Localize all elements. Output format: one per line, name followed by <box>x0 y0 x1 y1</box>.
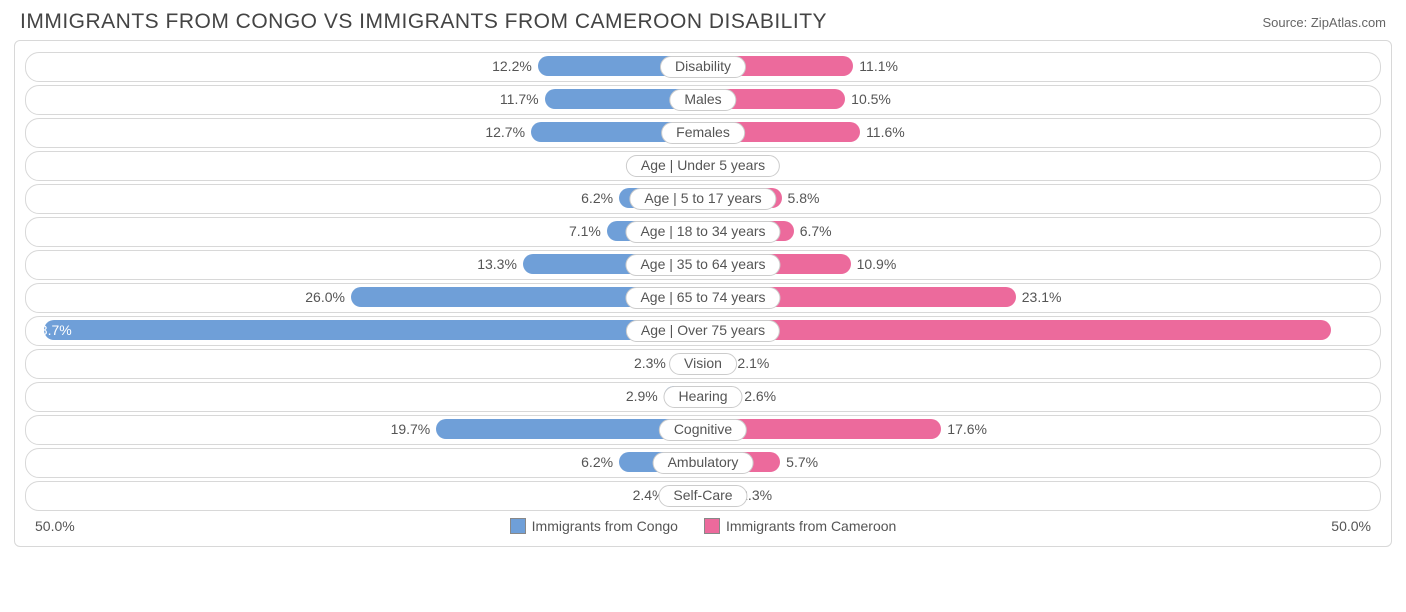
value-cameroon: 10.5% <box>845 86 891 112</box>
row-label: Age | 18 to 34 years <box>625 221 780 243</box>
chart-row: 13.3% 10.9% Age | 35 to 64 years <box>25 250 1381 280</box>
chart-row: 7.1% 6.7% Age | 18 to 34 years <box>25 217 1381 247</box>
axis-left-max: 50.0% <box>35 518 75 534</box>
legend-label-congo: Immigrants from Congo <box>532 518 678 534</box>
chart-row: 48.7% 46.4% Age | Over 75 years <box>25 316 1381 346</box>
chart-row: 2.9% 2.6%Hearing <box>25 382 1381 412</box>
value-congo: 19.7% <box>391 416 437 442</box>
chart-area: 12.2% 11.1% Disability 11.7% 10.5% Males 12.7%… <box>14 40 1392 547</box>
value-congo: 7.1% <box>569 218 607 244</box>
chart-row: 2.4%2.3%Self-Care <box>25 481 1381 511</box>
legend: Immigrants from Congo Immigrants from Ca… <box>510 518 897 534</box>
row-label: Vision <box>669 353 737 375</box>
value-congo: 11.7% <box>500 86 545 112</box>
value-cameroon: 11.1% <box>853 53 898 79</box>
legend-swatch-congo <box>510 518 526 534</box>
bar-cameroon <box>703 320 1331 340</box>
row-label: Self-Care <box>658 485 747 507</box>
value-cameroon: 6.7% <box>794 218 832 244</box>
value-congo: 26.0% <box>305 284 351 310</box>
value-congo: 2.3% <box>634 350 672 376</box>
value-congo: 2.9% <box>626 383 664 409</box>
value-congo: 12.2% <box>492 53 538 79</box>
row-label: Age | Under 5 years <box>626 155 780 177</box>
value-cameroon: 46.4% <box>1328 317 1374 343</box>
chart-row: 11.7% 10.5% Males <box>25 85 1381 115</box>
value-congo: 12.7% <box>485 119 531 145</box>
chart-row: 12.7% 11.6% Females <box>25 118 1381 148</box>
value-congo: 13.3% <box>477 251 523 277</box>
value-cameroon: 17.6% <box>941 416 987 442</box>
chart-row: 6.2% 5.8% Age | 5 to 17 years <box>25 184 1381 214</box>
value-cameroon: 11.6% <box>860 119 905 145</box>
chart-row: 19.7% 17.6% Cognitive <box>25 415 1381 445</box>
value-congo: 6.2% <box>581 449 619 475</box>
row-label: Disability <box>660 56 746 78</box>
bar-congo <box>44 320 703 340</box>
chart-row: 12.2% 11.1% Disability <box>25 52 1381 82</box>
legend-label-cameroon: Immigrants from Cameroon <box>726 518 896 534</box>
row-label: Cognitive <box>659 419 747 441</box>
row-label: Age | 5 to 17 years <box>629 188 776 210</box>
axis-right-max: 50.0% <box>1331 518 1371 534</box>
value-cameroon: 5.8% <box>782 185 820 211</box>
row-label: Males <box>669 89 736 111</box>
row-label: Age | 65 to 74 years <box>625 287 780 309</box>
value-cameroon: 2.1% <box>731 350 769 376</box>
value-congo: 48.7% <box>32 317 78 343</box>
chart-row: 6.2% 5.7% Ambulatory <box>25 448 1381 478</box>
row-label: Females <box>661 122 745 144</box>
value-cameroon: 10.9% <box>851 251 897 277</box>
value-congo: 6.2% <box>581 185 619 211</box>
value-cameroon: 23.1% <box>1016 284 1062 310</box>
chart-row: 1.1%1.4%Age | Under 5 years <box>25 151 1381 181</box>
row-label: Age | Over 75 years <box>626 320 780 342</box>
chart-row: 26.0% 23.1% Age | 65 to 74 years <box>25 283 1381 313</box>
chart-row: 2.3% 2.1%Vision <box>25 349 1381 379</box>
row-label: Hearing <box>663 386 742 408</box>
value-cameroon: 2.6% <box>738 383 776 409</box>
value-cameroon: 5.7% <box>780 449 818 475</box>
legend-swatch-cameroon <box>704 518 720 534</box>
source-label: Source: ZipAtlas.com <box>1262 15 1386 30</box>
row-label: Ambulatory <box>653 452 754 474</box>
page-title: IMMIGRANTS FROM CONGO VS IMMIGRANTS FROM… <box>20 10 827 34</box>
row-label: Age | 35 to 64 years <box>625 254 780 276</box>
